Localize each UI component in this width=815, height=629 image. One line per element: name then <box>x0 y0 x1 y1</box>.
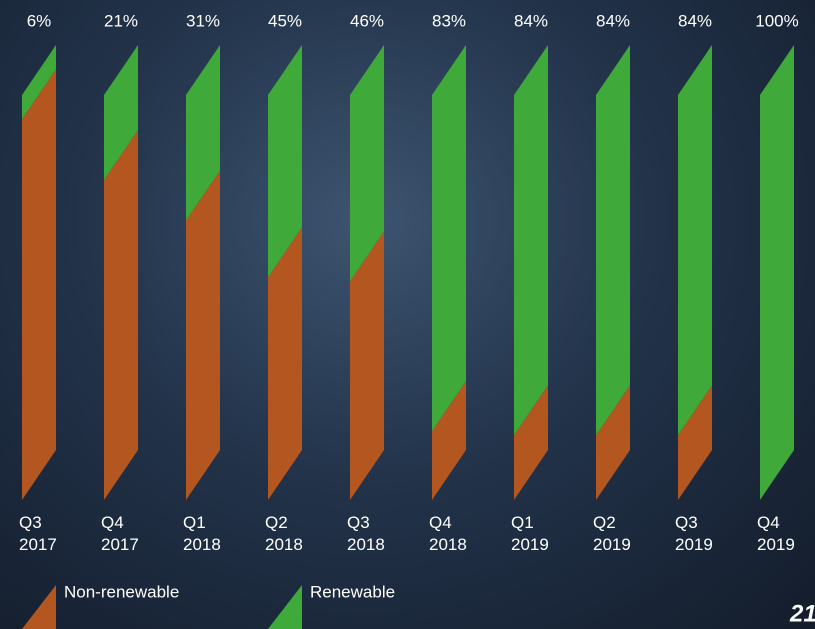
x-tick-label: Q3 2017 <box>19 513 57 554</box>
bar-segment <box>350 45 384 282</box>
bar-segment <box>186 45 220 221</box>
bar-segment <box>186 170 220 501</box>
value-label: 84% <box>596 11 630 30</box>
bar-segment <box>432 45 466 432</box>
bar-segment <box>22 69 56 501</box>
value-label: 21% <box>104 11 138 30</box>
bar-segment <box>268 45 302 278</box>
bar-segment <box>432 381 466 500</box>
legend-label: Non-renewable <box>64 582 179 601</box>
value-label: 84% <box>678 11 712 30</box>
bar-segment <box>104 45 138 181</box>
bar-segment <box>678 45 712 436</box>
x-tick-label: Q2 2018 <box>265 513 303 554</box>
bar-segment <box>596 45 630 436</box>
legend-label: Renewable <box>310 582 395 601</box>
x-tick-label: Q2 2019 <box>593 513 631 554</box>
x-tick-label: Q3 2018 <box>347 513 385 554</box>
bar-segment <box>350 231 384 501</box>
bar-segment <box>514 385 548 500</box>
legend-swatch <box>268 585 302 629</box>
bar-segment <box>104 130 138 501</box>
bar-segment <box>678 385 712 500</box>
value-label: 83% <box>432 11 466 30</box>
value-label: 45% <box>268 11 302 30</box>
x-tick-label: Q4 2017 <box>101 513 139 554</box>
x-tick-label: Q1 2019 <box>511 513 549 554</box>
legend-swatch <box>22 585 56 629</box>
value-label: 84% <box>514 11 548 30</box>
x-tick-label: Q1 2018 <box>183 513 221 554</box>
value-label: 31% <box>186 11 220 30</box>
page-number: 21 <box>789 600 815 627</box>
x-tick-label: Q4 2018 <box>429 513 467 554</box>
bar-segment <box>514 45 548 436</box>
bar-segment <box>596 385 630 500</box>
bar-segment <box>22 45 56 120</box>
value-label: 46% <box>350 11 384 30</box>
value-label: 100% <box>755 11 798 30</box>
bar-segment <box>760 45 794 500</box>
bar-segment <box>268 227 302 500</box>
value-label: 6% <box>27 11 52 30</box>
x-tick-label: Q4 2019 <box>757 513 795 554</box>
x-tick-label: Q3 2019 <box>675 513 713 554</box>
